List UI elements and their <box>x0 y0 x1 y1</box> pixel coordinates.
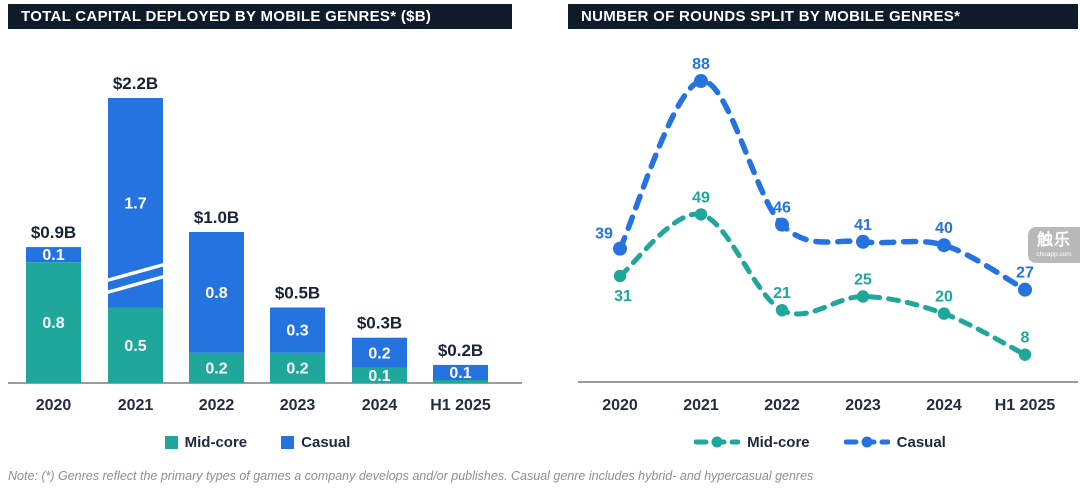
point-value-label-mid-core: 8 <box>1021 330 1030 347</box>
point-value-label-casual: 40 <box>935 220 953 237</box>
x-axis-tick-label: 2023 <box>845 397 881 414</box>
data-point-casual <box>1018 282 1032 297</box>
bar-segment-casual <box>433 364 488 380</box>
x-axis-tick-label: 2020 <box>36 397 72 414</box>
point-value-label-mid-core: 49 <box>692 189 710 206</box>
data-point-mid-core <box>775 303 789 317</box>
casual-square-swatch-icon <box>281 435 295 449</box>
bar-total-label: $2.2B <box>113 74 158 93</box>
bar-value-label-mid-core: 0.8 <box>42 315 64 332</box>
line-path-mid-core <box>617 211 1028 358</box>
data-point-mid-core <box>1018 348 1032 361</box>
watermark-chuapp: 触乐 chuapp.com <box>1028 227 1080 263</box>
legend-label-mid-core: Mid-core <box>747 433 810 451</box>
legend-label-casual: Casual <box>896 433 946 451</box>
legend-label-casual: Casual <box>301 433 351 451</box>
point-value-label-mid-core: 31 <box>614 288 632 305</box>
point-value-label-casual: 46 <box>773 200 791 217</box>
bar-segment-mid-core <box>270 352 325 383</box>
point-value-label-casual: 41 <box>854 217 872 234</box>
point-value-label-casual: 39 <box>595 226 613 243</box>
bar-value-label-mid-core: 0.2 <box>205 360 227 377</box>
bar-total-label: $0.5B <box>275 284 320 303</box>
data-point-mid-core <box>694 208 708 221</box>
data-point-casual <box>613 241 627 256</box>
legend-label-mid-core: Mid-core <box>184 433 248 451</box>
right-chart-title: NUMBER OF ROUNDS SPLIT BY MOBILE GENRES* <box>568 4 1078 29</box>
x-axis-tick-label: 2022 <box>199 397 235 414</box>
bar-value-label-casual: 0.8 <box>205 285 227 302</box>
data-point-mid-core <box>856 290 870 303</box>
bar-chart-legend: Mid-core Casual <box>0 431 515 453</box>
bar-segment-mid-core <box>26 262 81 383</box>
bar-value-label-casual: 0.3 <box>286 323 308 340</box>
data-point-casual <box>694 74 708 89</box>
bar-segment-mid-core <box>108 307 163 383</box>
x-axis-tick-label: H1 2025 <box>430 397 491 414</box>
point-value-label-casual: 27 <box>1016 265 1034 282</box>
bar-value-label-mid-core: 0.1 <box>368 368 390 385</box>
line-path-casual <box>617 78 1028 293</box>
bar-segment-casual <box>26 247 81 263</box>
bar-segment-mid-core <box>433 380 488 383</box>
point-value-label-mid-core: 25 <box>854 272 872 289</box>
bar-value-label-casual: 0.1 <box>449 365 471 382</box>
watermark-domain: chuapp.com <box>1036 251 1072 258</box>
x-axis-tick-label: 2023 <box>280 397 316 414</box>
bar-segment-mid-core <box>352 367 407 383</box>
bar-total-label: $0.2B <box>438 341 483 360</box>
bar-total-label: $1.0B <box>194 208 239 227</box>
x-axis-tick-label: 2024 <box>362 397 398 414</box>
x-axis-tick-label: 2022 <box>764 397 800 414</box>
mid-core-square-swatch-icon <box>164 435 178 449</box>
data-point-mid-core <box>613 269 627 283</box>
bar-segment-casual <box>189 232 244 353</box>
bar-segment-casual <box>352 337 407 368</box>
x-axis-tick-label: 2024 <box>926 397 962 414</box>
line-chart-legend: Mid-core Casual <box>560 431 1080 453</box>
mid-core-dashed-line-swatch-icon <box>694 436 741 448</box>
bar-value-label-mid-core: 0.2 <box>286 360 308 377</box>
axis-break-mark <box>104 262 167 283</box>
bar-value-label-casual: 1.7 <box>124 195 146 212</box>
point-value-label-casual: 88 <box>692 56 710 73</box>
x-axis-tick-label: 2021 <box>118 397 154 414</box>
point-value-label-mid-core: 20 <box>935 289 953 306</box>
data-point-casual <box>856 234 870 249</box>
bar-total-label: $0.9B <box>31 223 76 242</box>
capital-bar-chart: 0.8 0.1 $0.9B 2020 0.5 1.7 $2.2B 2021 0.2 0.8 $1.0… <box>8 74 522 414</box>
data-point-mid-core <box>937 307 951 320</box>
legend-item-casual: Casual <box>281 434 350 451</box>
bar-value-label-casual: 0.2 <box>368 345 390 362</box>
data-point-casual <box>937 238 951 253</box>
x-axis-tick-label: 2020 <box>602 397 638 414</box>
axis-break-mark <box>104 274 167 295</box>
bar-segment-casual <box>270 307 325 353</box>
bar-value-label-mid-core: 0.5 <box>124 338 146 355</box>
bar-total-label: $0.3B <box>357 314 402 333</box>
left-chart-title: TOTAL CAPITAL DEPLOYED BY MOBILE GENRES*… <box>8 4 512 29</box>
watermark-name: 触乐 <box>1036 232 1071 249</box>
rounds-line-chart: 2020 2021 2022 2023 2024 H1 2025 31 49 21 25 20 8 39… <box>578 56 1078 414</box>
point-value-label-mid-core: 21 <box>773 285 791 302</box>
bar-value-label-casual: 0.1 <box>42 247 64 264</box>
casual-dashed-line-swatch-icon <box>843 436 890 448</box>
legend-item-casual: Casual <box>843 433 946 451</box>
data-point-casual <box>775 217 789 232</box>
x-axis-tick-label: H1 2025 <box>995 397 1056 414</box>
x-axis-tick-label: 2021 <box>683 397 719 414</box>
bar-segment-mid-core <box>189 352 244 383</box>
legend-item-mid-core: Mid-core <box>164 433 248 451</box>
legend-item-mid-core: Mid-core <box>694 434 810 451</box>
footnote: Note: (*) Genres reflect the primary typ… <box>8 469 814 483</box>
